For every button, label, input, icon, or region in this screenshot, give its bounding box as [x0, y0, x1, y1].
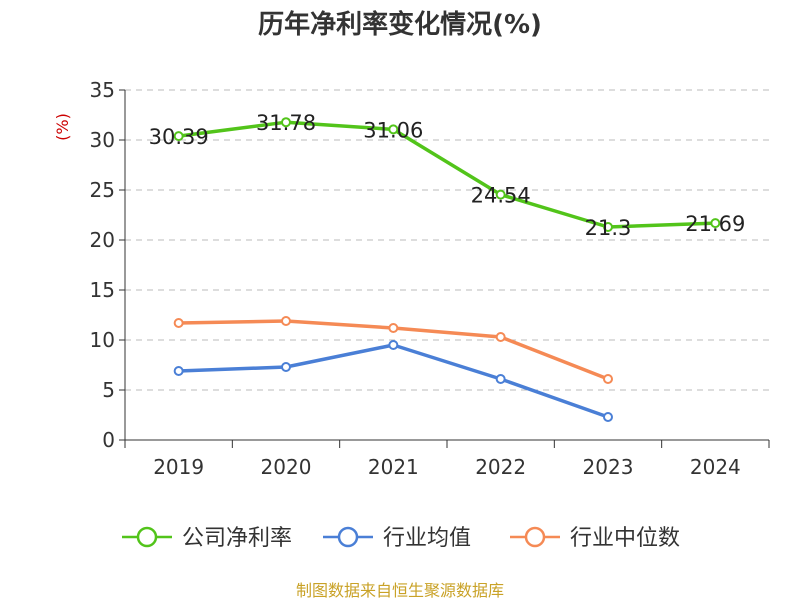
point-0-2021 — [388, 124, 399, 135]
point-1-2019 — [173, 366, 184, 376]
legend: 公司净利率 行业均值 行业中位数 — [122, 526, 680, 551]
series-2 — [173, 316, 613, 384]
legend-item-2: 行业中位数 — [510, 526, 680, 551]
point-2-2022 — [495, 332, 506, 342]
y-tick-label-5: 5 — [102, 378, 115, 402]
y-axis-unit: (%) — [53, 113, 72, 141]
data-labels: 30.39 31.78 31.06 24.54 21.3 21.69 — [149, 111, 746, 240]
data-label-2020: 31.78 — [256, 111, 316, 135]
y-tick-label-10: 10 — [90, 328, 115, 352]
point-0-2024 — [710, 218, 721, 229]
point-2-2020 — [281, 316, 291, 326]
point-0-2023 — [603, 222, 613, 232]
x-tick-label-2023: 2023 — [583, 455, 634, 479]
axes — [119, 89, 770, 448]
data-label-2021: 31.06 — [363, 118, 423, 142]
legend-label-1: 行业均值 — [383, 526, 471, 551]
series-0 — [173, 117, 721, 232]
point-0-2019 — [173, 131, 184, 142]
series-1 — [173, 340, 613, 422]
y-tick-label-30: 30 — [90, 128, 115, 152]
series-lines — [173, 117, 721, 422]
point-1-2021 — [388, 340, 399, 350]
grid-lines — [125, 89, 769, 391]
legend-label-2: 行业中位数 — [570, 526, 680, 551]
chart-title: 历年净利率变化情况(%) — [258, 9, 542, 40]
data-label-2022: 24.54 — [471, 184, 531, 208]
x-tick-label-2019: 2019 — [153, 455, 204, 479]
y-tick-label-15: 15 — [90, 278, 115, 302]
data-label-2019: 30.39 — [149, 125, 209, 149]
legend-label-0: 公司净利率 — [182, 526, 292, 551]
series-line-1 — [178, 343, 609, 419]
y-tick-label-0: 0 — [102, 428, 115, 452]
point-1-2023 — [603, 412, 613, 422]
point-2-2021 — [388, 323, 399, 333]
point-0-2022 — [495, 189, 506, 200]
y-tick-label-35: 35 — [90, 78, 115, 102]
legend-marker-2 — [524, 526, 546, 548]
x-tick-label-2022: 2022 — [475, 455, 526, 479]
y-tick-label-20: 20 — [90, 228, 115, 252]
legend-item-1: 行业均值 — [323, 526, 471, 551]
data-label-2023: 21.3 — [585, 216, 632, 240]
point-1-2022 — [495, 374, 506, 384]
point-1-2020 — [281, 362, 291, 372]
point-0-2020 — [281, 117, 291, 128]
data-label-2024: 21.69 — [685, 212, 745, 236]
x-tick-label-2024: 2024 — [690, 455, 741, 479]
legend-item-0: 公司净利率 — [122, 526, 292, 551]
x-tick-label-2020: 2020 — [261, 455, 312, 479]
x-tick-labels: 2019 2020 2021 2022 2023 2024 — [153, 455, 741, 479]
y-tick-label-25: 25 — [90, 178, 115, 202]
point-2-2019 — [173, 318, 184, 328]
legend-marker-0 — [136, 526, 158, 548]
x-tick-label-2021: 2021 — [368, 455, 419, 479]
point-2-2023 — [603, 374, 613, 384]
y-tick-labels: 0 5 10 15 20 25 30 35 — [90, 78, 115, 452]
source-note: 制图数据来自恒生聚源数据库 — [296, 581, 504, 600]
series-line-0 — [178, 120, 716, 229]
legend-marker-1 — [337, 526, 359, 548]
